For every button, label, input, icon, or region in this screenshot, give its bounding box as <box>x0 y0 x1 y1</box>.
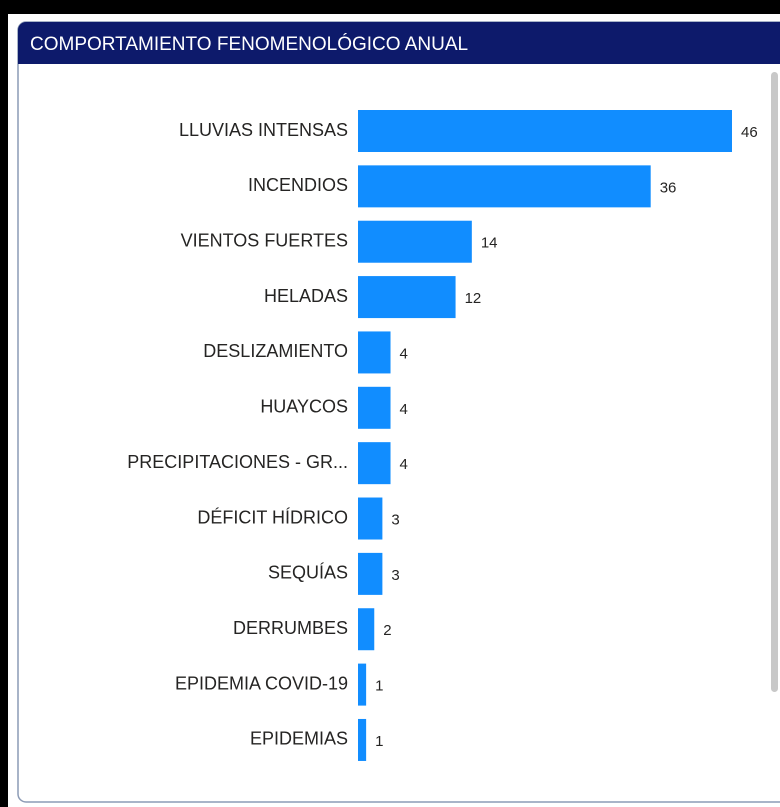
value-label: 36 <box>660 179 677 196</box>
category-label: EPIDEMIA COVID-19 <box>175 673 348 693</box>
bar <box>358 165 651 208</box>
value-label: 2 <box>383 622 391 639</box>
category-label: INCENDIOS <box>248 175 348 195</box>
value-label: 12 <box>465 290 482 307</box>
bar <box>358 718 367 761</box>
bar <box>358 442 391 485</box>
value-label: 14 <box>481 235 498 252</box>
chart-title: COMPORTAMIENTO FENOMENOLÓGICO ANUAL <box>30 33 468 55</box>
category-label: LLUVIAS INTENSAS <box>179 120 348 140</box>
bar <box>358 497 383 540</box>
bar <box>358 552 383 595</box>
value-label: 1 <box>375 678 383 695</box>
category-label: HELADAS <box>264 286 348 306</box>
value-label: 4 <box>400 456 408 473</box>
value-label: 46 <box>741 124 758 141</box>
category-label: DESLIZAMIENTO <box>203 341 348 361</box>
bar <box>358 386 391 429</box>
value-label: 3 <box>391 511 399 528</box>
category-label: SEQUÍAS <box>268 563 348 583</box>
category-label: HUAYCOS <box>260 397 348 417</box>
bar <box>358 276 456 319</box>
bar <box>358 110 732 152</box>
value-label: 1 <box>375 733 383 750</box>
category-label: DERRUMBES <box>233 618 348 638</box>
value-label: 4 <box>400 345 408 362</box>
scrollbar[interactable] <box>771 72 778 692</box>
bar <box>358 663 367 706</box>
value-label: 3 <box>391 567 399 584</box>
category-label: EPIDEMIAS <box>250 729 348 749</box>
bar <box>358 331 391 374</box>
category-label: PRECIPITACIONES - GR... <box>127 452 348 472</box>
bar <box>358 220 472 263</box>
value-label: 4 <box>400 401 408 418</box>
category-label: VIENTOS FUERTES <box>181 230 348 250</box>
category-label: DÉFICIT HÍDRICO <box>197 507 348 527</box>
bar <box>358 608 375 651</box>
header <box>18 22 780 64</box>
